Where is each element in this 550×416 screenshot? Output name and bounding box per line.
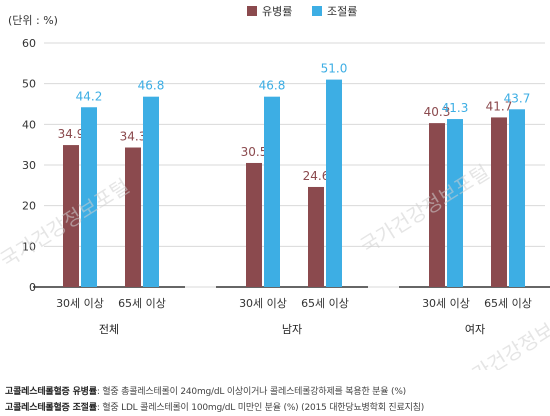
- y-tick-label: 0: [29, 281, 36, 294]
- legend-label: 조절률: [327, 5, 357, 18]
- group-label: 전체: [99, 323, 119, 336]
- category-label: 30세 이상: [422, 297, 470, 310]
- category-label: 65세 이상: [301, 297, 349, 310]
- data-label: 43.7: [504, 91, 531, 105]
- group-label: 여자: [465, 323, 485, 336]
- footnote-term: 고콜레스테롤혈증 조절률: [5, 403, 97, 413]
- bar: [308, 186, 324, 287]
- footnote-term: 고콜레스테롤혈증 유병률: [5, 387, 97, 397]
- footnote-desc: : 혈중 총콜레스테롤이 240mg/dL 이상이거나 콜레스테롤강하제를 복용…: [96, 387, 406, 397]
- legend-swatch: [312, 6, 322, 16]
- footnote-desc: : 혈중 LDL 콜레스테롤이 100mg/dL 미만인 분율 (%) (201…: [96, 403, 425, 413]
- data-label: 41.3: [442, 101, 469, 115]
- data-label: 40.3: [424, 105, 451, 119]
- bar: [264, 96, 280, 288]
- legend-label: 유병률: [262, 5, 292, 18]
- bar: [246, 162, 262, 287]
- y-tick-label: 20: [22, 200, 36, 213]
- data-label: 24.6: [303, 169, 330, 183]
- data-label: 41.7: [486, 99, 513, 113]
- bar: [509, 109, 525, 287]
- bar: [326, 79, 342, 287]
- bar: [125, 147, 141, 287]
- data-label: 44.2: [76, 89, 103, 103]
- watermark-text: 국가건강정보포털: [356, 160, 494, 258]
- category-label: 30세 이상: [56, 297, 104, 310]
- bar: [63, 145, 79, 287]
- legend-swatch: [247, 6, 257, 16]
- group-label: 남자: [282, 323, 302, 336]
- category-label: 65세 이상: [484, 297, 532, 310]
- unit-label: (단위 : %): [8, 14, 58, 27]
- data-label: 30.5: [241, 145, 268, 159]
- data-label: 34.9: [58, 127, 85, 141]
- y-tick-label: 40: [22, 118, 36, 131]
- data-label: 46.8: [138, 79, 165, 93]
- category-label: 30세 이상: [239, 297, 287, 310]
- data-label: 51.0: [321, 62, 348, 76]
- data-label: 46.8: [259, 79, 286, 93]
- y-tick-label: 50: [22, 78, 36, 91]
- bar: [81, 107, 97, 288]
- bar: [143, 96, 159, 288]
- y-tick-label: 30: [22, 159, 36, 172]
- data-label: 34.3: [120, 130, 147, 144]
- y-tick-label: 10: [22, 240, 36, 253]
- y-tick-label: 60: [22, 37, 36, 50]
- footnote-control: 고콜레스테롤혈증 조절률: 혈중 LDL 콜레스테롤이 100mg/dL 미만인…: [5, 400, 424, 413]
- bar: [491, 117, 507, 287]
- bar: [447, 119, 463, 288]
- category-label: 65세 이상: [118, 297, 166, 310]
- footnote-prevalence: 고콜레스테롤혈증 유병률: 혈중 총콜레스테롤이 240mg/dL 이상이거나 …: [5, 384, 406, 397]
- bar: [429, 123, 445, 287]
